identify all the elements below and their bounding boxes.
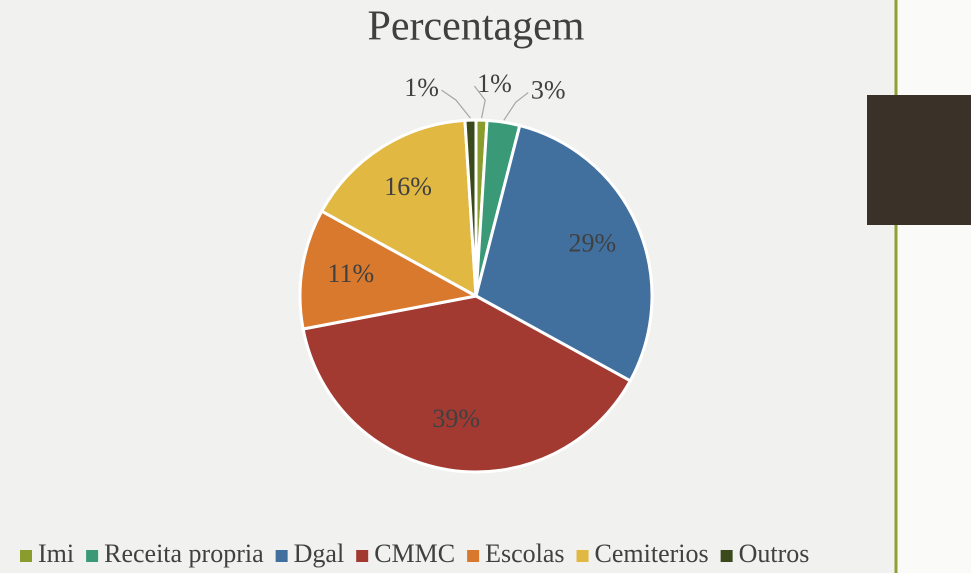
pie-slice (319, 118, 478, 299)
tab (867, 95, 971, 225)
chart-title: Percentagem (368, 4, 585, 50)
legend-label: Dgal (294, 539, 345, 568)
data-label: 11% (327, 259, 374, 288)
legend-label: Cemiterios (595, 539, 709, 568)
legend-label: CMMC (374, 539, 455, 568)
data-label: 3% (531, 76, 566, 105)
pie-slice (474, 123, 654, 383)
pie-slice (463, 118, 478, 297)
data-label: 29% (568, 229, 616, 258)
legend-swatch (20, 550, 32, 562)
legend-label: Escolas (485, 539, 564, 568)
leader-line (503, 92, 529, 121)
legend-label: Receita propria (104, 539, 264, 568)
pie-slice (298, 209, 481, 331)
data-label: 16% (384, 172, 432, 201)
side-panel (897, 0, 971, 573)
legend-swatch (720, 550, 733, 562)
legend-label: Imi (38, 539, 74, 568)
leader-line (473, 85, 486, 119)
leader-line (441, 89, 471, 119)
legend-label: Outros (739, 539, 810, 568)
legend-swatch (576, 550, 589, 562)
data-label: 39% (432, 404, 480, 433)
pie-slice (301, 294, 633, 474)
legend-swatch (86, 550, 99, 562)
legend-swatch (467, 550, 480, 562)
data-label: 1% (404, 73, 439, 102)
data-label: 1% (477, 69, 512, 98)
legend-swatch (275, 550, 288, 562)
legend-swatch (356, 550, 369, 562)
